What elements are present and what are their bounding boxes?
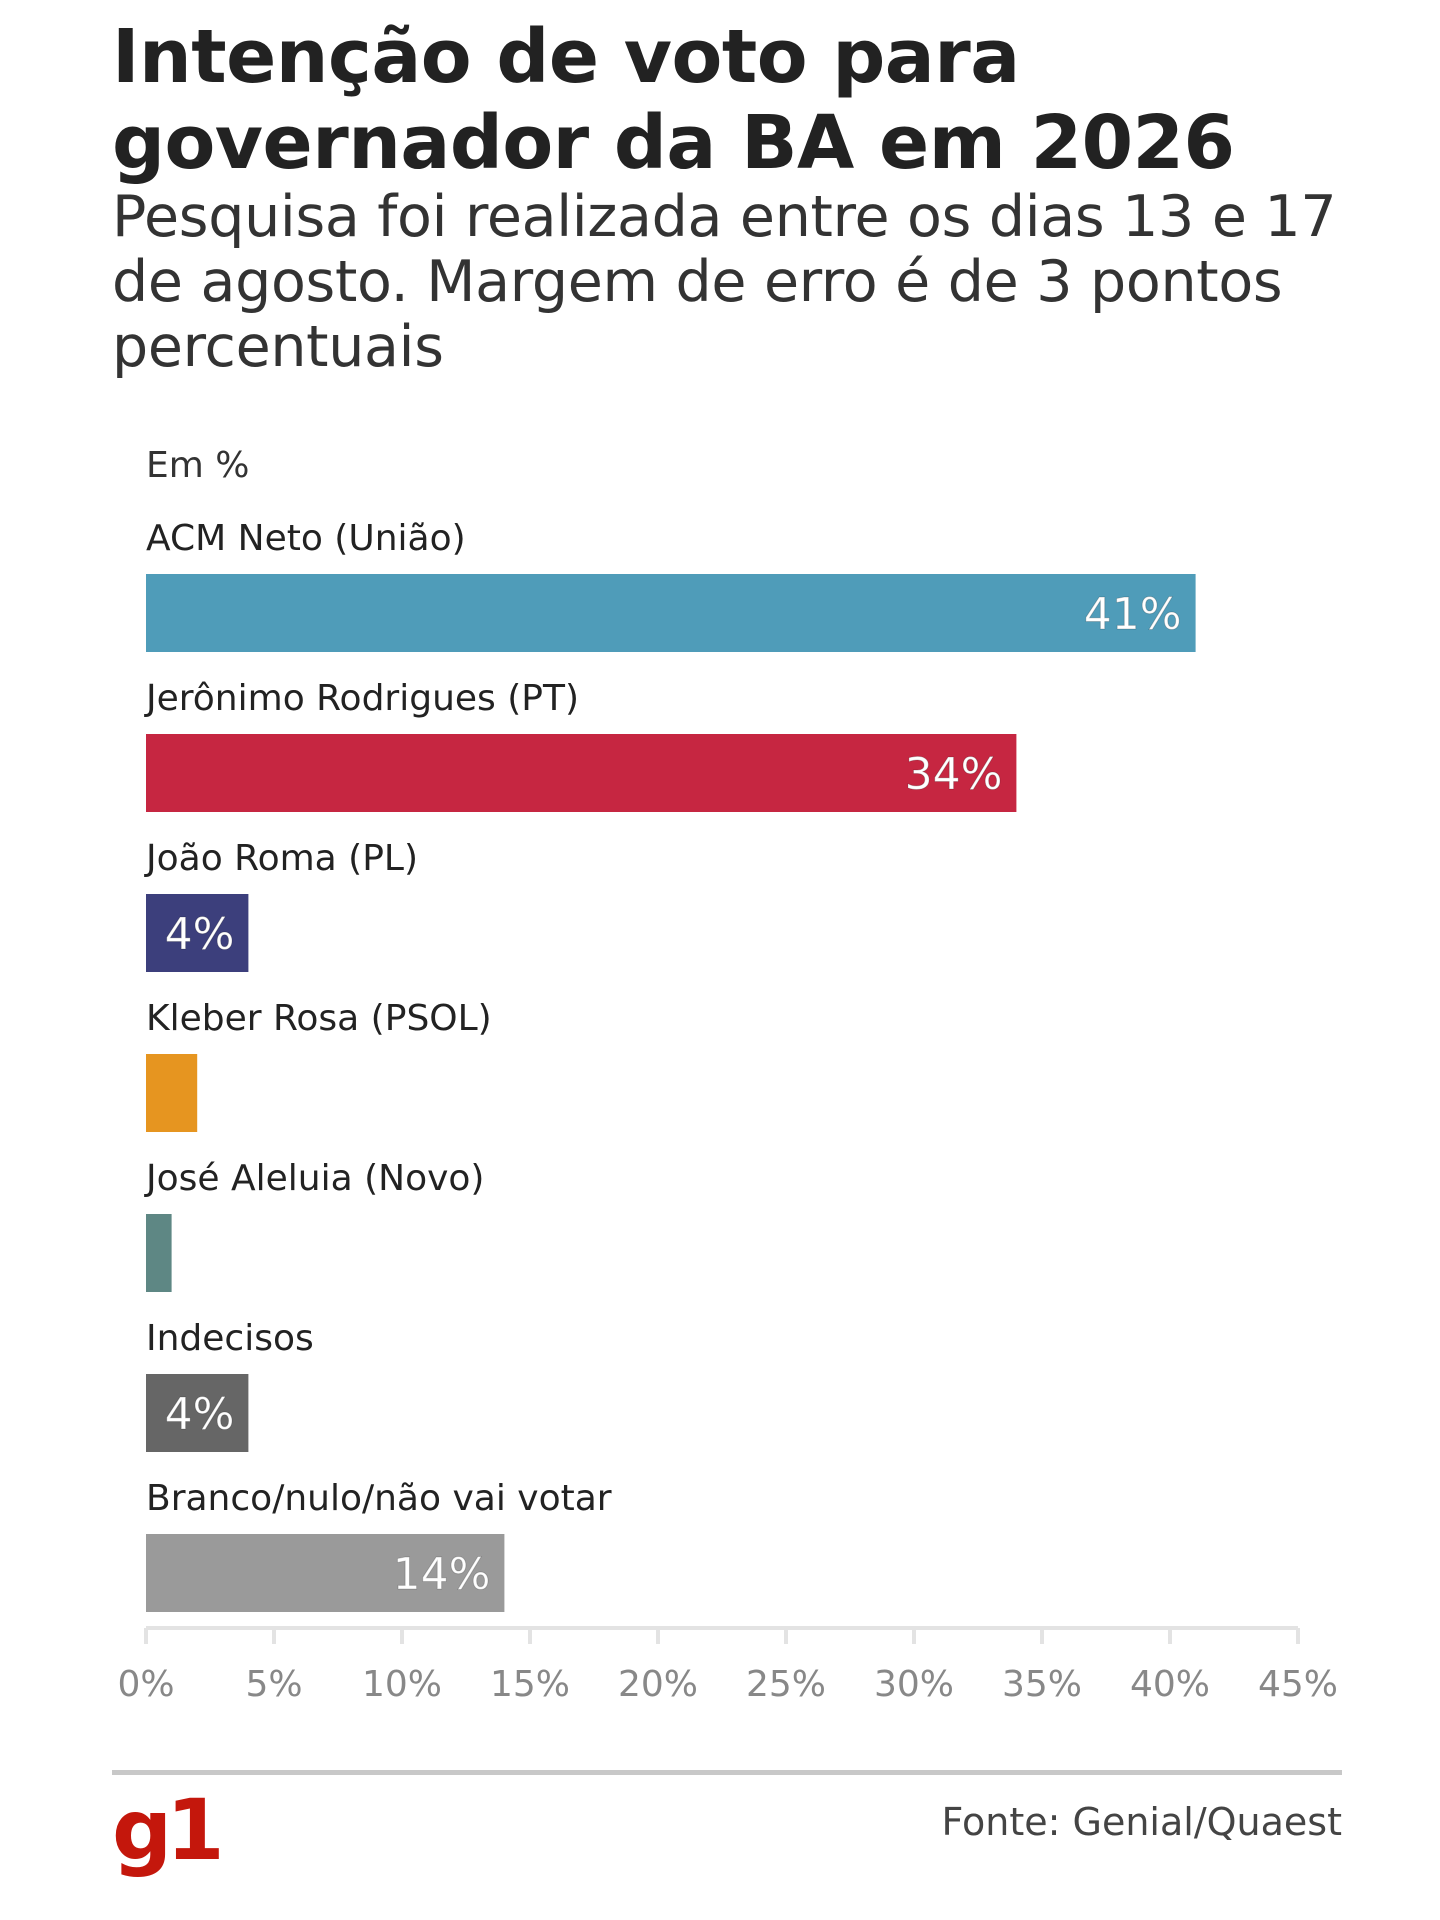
bar bbox=[146, 1054, 198, 1132]
bar bbox=[146, 574, 1196, 652]
data-label: 14% bbox=[393, 1549, 491, 1600]
x-tick-label: 35% bbox=[1002, 1664, 1082, 1705]
x-tick-label: 30% bbox=[874, 1664, 954, 1705]
bar bbox=[146, 894, 249, 972]
category-label: Branco/nulo/não vai votar bbox=[146, 1478, 612, 1519]
x-tick-label: 20% bbox=[618, 1664, 698, 1705]
x-tick-label: 45% bbox=[1258, 1664, 1338, 1705]
footer-divider bbox=[112, 1770, 1342, 1775]
category-label: José Aleluia (Novo) bbox=[144, 1158, 484, 1199]
g1-logo: g1 bbox=[112, 1781, 225, 1879]
category-label: Jerônimo Rodrigues (PT) bbox=[144, 678, 579, 719]
source-note: Fonte: Genial/Quaest bbox=[941, 1800, 1342, 1844]
x-tick-label: 15% bbox=[490, 1664, 570, 1705]
data-label: 41% bbox=[1084, 589, 1182, 640]
x-tick-label: 25% bbox=[746, 1664, 826, 1705]
x-tick-label: 40% bbox=[1130, 1664, 1210, 1705]
category-label: ACM Neto (União) bbox=[146, 518, 466, 559]
x-tick-label: 10% bbox=[362, 1664, 442, 1705]
bar bbox=[146, 734, 1017, 812]
data-label: 34% bbox=[905, 749, 1003, 800]
category-label: Kleber Rosa (PSOL) bbox=[146, 998, 492, 1039]
bar-chart: ACM Neto (União) 41% Jerônimo Rodrigues (P… bbox=[117, 518, 1338, 1705]
data-label: 4% bbox=[165, 909, 235, 960]
bar bbox=[146, 1214, 172, 1292]
chart-subtitle: Pesquisa foi realizada entre os dias 13 … bbox=[112, 184, 1337, 380]
bar bbox=[146, 1534, 505, 1612]
data-label: 4% bbox=[165, 1389, 235, 1440]
unit-label: Em % bbox=[146, 445, 250, 486]
x-tick-label: 0% bbox=[117, 1664, 174, 1705]
category-label: João Roma (PL) bbox=[144, 838, 418, 879]
chart-title: Intenção de voto para governador da BA e… bbox=[112, 14, 1235, 186]
category-label: Indecisos bbox=[146, 1318, 314, 1359]
x-tick-label: 5% bbox=[245, 1664, 302, 1705]
bar bbox=[146, 1374, 249, 1452]
